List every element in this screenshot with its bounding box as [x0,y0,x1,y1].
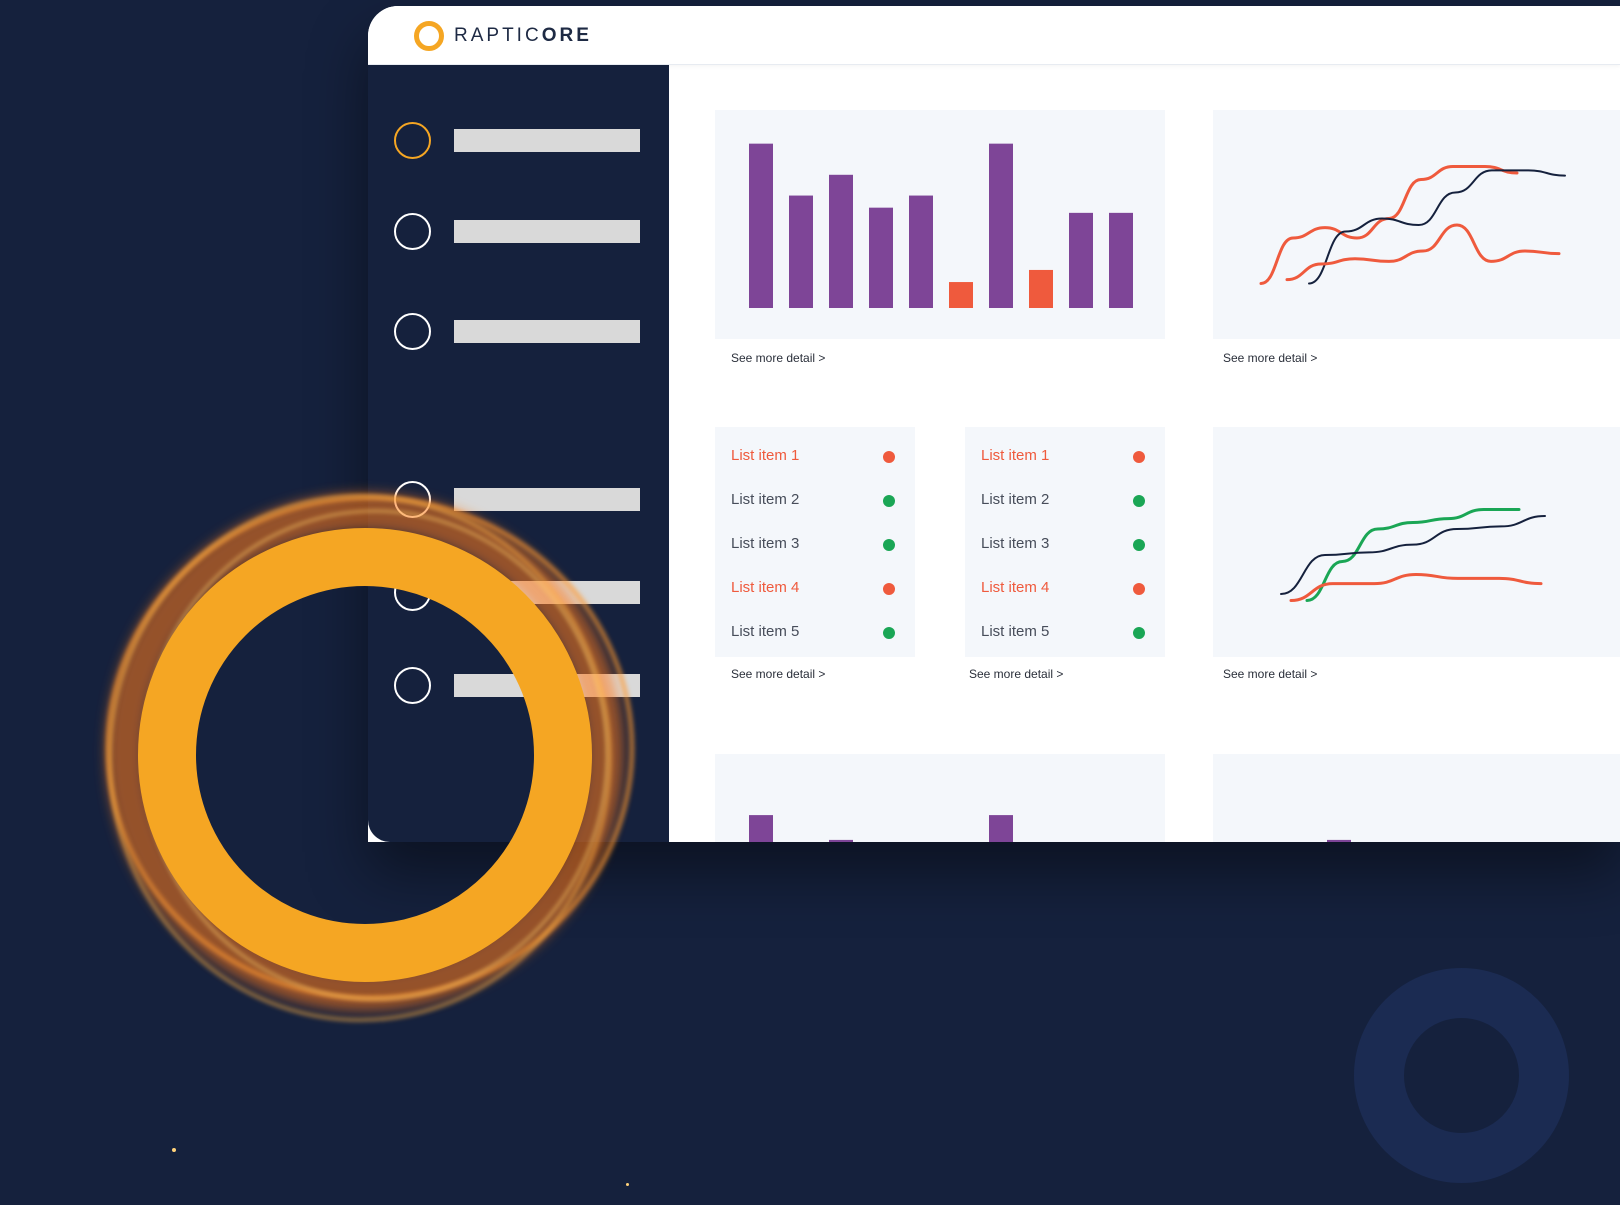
status-dot-icon [883,539,895,551]
list-item-label: List item 4 [731,579,800,596]
bar-chart-card [715,110,1165,339]
list-item-label: List item 2 [981,491,1050,508]
dashboard-content: See more detail > See more detail > List… [669,64,1620,842]
sidebar-item-3[interactable] [394,313,654,353]
chart-line [1259,165,1519,285]
chart-line [1305,508,1521,602]
list-item-label: List item 3 [981,535,1050,552]
chart-bar [749,815,773,842]
bar-chart [1327,839,1351,842]
chart-bar [989,143,1013,308]
chart-line [1280,515,1546,595]
line-chart-card [1213,427,1620,657]
chart-line [1285,223,1561,282]
decorative-ring [1354,968,1569,1183]
see-more-detail-link[interactable]: See more detail > [731,351,826,365]
chart-bar [749,143,773,308]
list-card: List item 1 List item 2 List item 3 List it… [715,427,915,657]
line-chart [1259,165,1566,285]
chart-bar [869,207,893,308]
list-item[interactable]: List item 5 [981,623,1145,645]
sidebar-item-placeholder [454,129,640,152]
see-more-detail-link[interactable]: See more detail > [969,667,1064,681]
circle-icon [394,122,431,159]
chart-line [1289,572,1543,602]
top-bar: RAPTICORE [368,6,1620,65]
see-more-detail-link[interactable]: See more detail > [1223,667,1318,681]
circle-icon [394,574,431,611]
list-item[interactable]: List item 4 [731,579,895,601]
bar-chart-card [715,754,1165,842]
spark-dot [172,1148,176,1152]
list-item-label: List item 1 [731,447,800,464]
list-item[interactable]: List item 1 [731,447,895,469]
status-dot-icon [1133,627,1145,639]
chart-bar [1069,212,1093,308]
list-item-label: List item 3 [731,535,800,552]
logo-ring-icon [414,21,444,51]
sidebar-item-placeholder [454,220,640,243]
sidebar-item-placeholder [454,488,640,511]
sidebar-item-4[interactable] [394,481,654,521]
status-dot-icon [883,495,895,507]
list-item-label: List item 2 [731,491,800,508]
list-item[interactable]: List item 1 [981,447,1145,469]
chart-bar [989,815,1013,842]
circle-icon [394,481,431,518]
brand-name: RAPTICORE [454,25,592,46]
chart-bar [1109,212,1133,308]
brand-logo[interactable]: RAPTICORE [414,20,592,52]
sidebar-item-1[interactable] [394,122,654,162]
chart-bar [909,195,933,308]
line-chart-card [1213,110,1620,339]
see-more-detail-link[interactable]: See more detail > [731,667,826,681]
chart-bar [829,174,853,308]
sidebar [368,64,669,842]
list-item[interactable]: List item 3 [981,535,1145,557]
status-dot-icon [883,627,895,639]
bar-chart [749,815,1013,842]
status-dot-icon [1133,451,1145,463]
list-item-label: List item 5 [981,623,1050,640]
status-dot-icon [883,451,895,463]
circle-icon [394,667,431,704]
sidebar-item-6[interactable] [394,667,654,707]
bar-chart-card [1213,754,1620,842]
chart-line [1308,169,1566,285]
chart-bar [1029,269,1053,308]
list-item[interactable]: List item 2 [981,491,1145,513]
list-item[interactable]: List item 5 [731,623,895,645]
sidebar-item-2[interactable] [394,213,654,253]
list-item[interactable]: List item 3 [731,535,895,557]
chart-bar [949,282,973,308]
line-chart [1280,508,1546,602]
bar-chart [749,143,1133,308]
chart-bar [789,195,813,308]
list-item-label: List item 5 [731,623,800,640]
chart-bar [1327,839,1351,842]
list-item[interactable]: List item 4 [981,579,1145,601]
circle-icon [394,213,431,250]
chart-bar [829,839,853,842]
sidebar-item-placeholder [454,674,640,697]
sidebar-item-placeholder [454,320,640,343]
see-more-detail-link[interactable]: See more detail > [1223,351,1318,365]
circle-icon [394,313,431,350]
status-dot-icon [1133,495,1145,507]
sidebar-item-5[interactable] [394,574,654,614]
list-item-label: List item 1 [981,447,1050,464]
app-window: RAPTICORE S [368,6,1620,842]
status-dot-icon [883,583,895,595]
list-item[interactable]: List item 2 [731,491,895,513]
status-dot-icon [1133,539,1145,551]
list-card: List item 1 List item 2 List item 3 List it… [965,427,1165,657]
sidebar-item-placeholder [454,581,640,604]
list-item-label: List item 4 [981,579,1050,596]
spark-dot [626,1183,629,1186]
status-dot-icon [1133,583,1145,595]
